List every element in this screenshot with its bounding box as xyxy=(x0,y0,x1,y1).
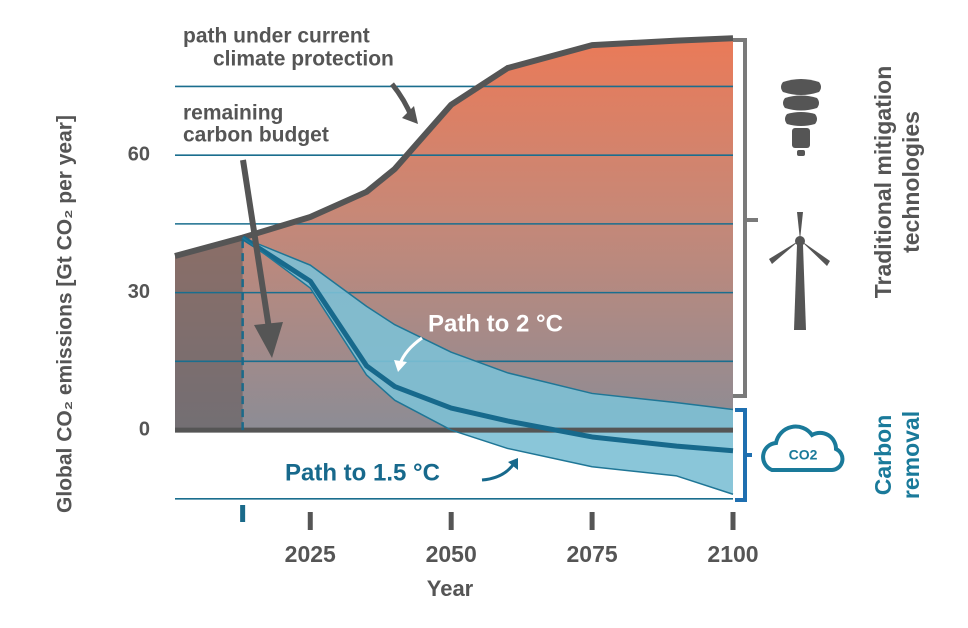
annotation: climate protection xyxy=(213,48,394,71)
series-line xyxy=(241,235,734,454)
bulb-icon xyxy=(781,79,821,156)
arrow-head xyxy=(254,322,283,358)
arrow-head xyxy=(394,360,407,372)
arrow-head xyxy=(508,458,518,470)
turbine-icon xyxy=(769,212,830,330)
x-tick-label: 2025 xyxy=(285,541,336,567)
right-label: Carbon xyxy=(870,415,896,496)
arrow xyxy=(240,159,273,336)
arrow xyxy=(481,461,517,482)
right-label: Traditional mitigation xyxy=(870,66,896,299)
series-line xyxy=(242,237,734,495)
cloud-label: CO2 xyxy=(789,447,818,463)
x-tick-label: 2100 xyxy=(707,541,758,567)
annotation: path under current xyxy=(183,25,370,48)
area-past xyxy=(175,237,243,431)
y-tick-label: 30 xyxy=(128,281,150,303)
annotation: carbon budget xyxy=(183,124,329,147)
bracket-traditional xyxy=(733,38,758,398)
area-current xyxy=(175,38,733,431)
right-label: removal xyxy=(898,411,924,499)
annotation: Path to 1.5 °C xyxy=(285,459,440,486)
x-tick-label: 2075 xyxy=(567,541,618,567)
series-line xyxy=(174,35,734,259)
right-label: technologies xyxy=(898,111,924,253)
y-axis-label: Global CO₂ emissions [Gt CO₂ per year] xyxy=(54,115,77,513)
arrow-head xyxy=(402,106,418,124)
annotation: remaining xyxy=(183,102,283,125)
y-tick-label: 0 xyxy=(139,418,150,440)
series-line xyxy=(242,236,734,411)
cloud-icon xyxy=(761,424,845,472)
bracket-removal xyxy=(735,408,752,502)
x-axis-label: Year xyxy=(427,576,474,601)
y-tick-label: 60 xyxy=(128,143,150,165)
annotation: Path to 2 °C xyxy=(428,310,563,337)
x-tick-label: 2050 xyxy=(426,541,477,567)
